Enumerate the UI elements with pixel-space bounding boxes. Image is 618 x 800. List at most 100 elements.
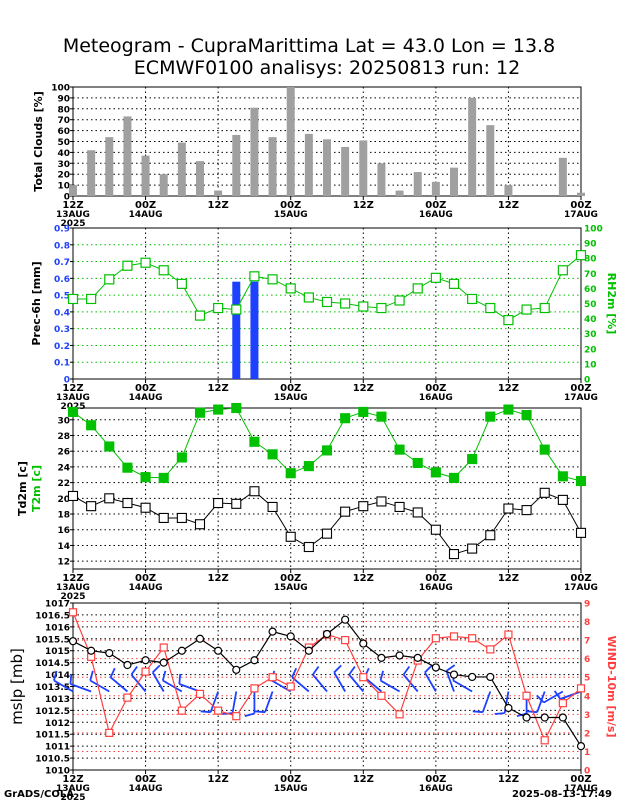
- y-tick-label: 16: [57, 526, 70, 536]
- rh-marker: [67, 293, 79, 305]
- wind-barb: [481, 691, 492, 713]
- x-year-label: 2025: [60, 793, 85, 800]
- rh-marker: [176, 278, 187, 289]
- x-tick-label: 00Z: [570, 383, 591, 394]
- rh-marker: [249, 271, 260, 282]
- wind-barb: [445, 670, 455, 692]
- x-date-label: 17AUG: [564, 784, 598, 794]
- x-tick-label: 12Z: [62, 573, 83, 584]
- wind-barb: [151, 671, 165, 692]
- wind-barb-flag: [379, 670, 384, 681]
- rh-marker: [430, 272, 441, 283]
- x-tick-label: 12Z: [62, 383, 83, 394]
- wind-barb-flag: [445, 664, 456, 672]
- td2m-marker: [176, 512, 187, 524]
- td2m-marker: [140, 502, 151, 513]
- mslp-line: [72, 618, 582, 747]
- cloud-bar: [486, 125, 495, 196]
- wind-barb: [53, 679, 74, 693]
- t2m-marker: [285, 468, 296, 479]
- y2-tick-label: 10: [584, 360, 597, 370]
- wind-barb: [543, 690, 564, 704]
- x-tick-label: 12Z: [62, 200, 83, 211]
- rh-marker: [231, 304, 242, 315]
- cloud-bar: [87, 150, 96, 196]
- td2m-marker: [521, 505, 532, 516]
- t2m-marker: [86, 420, 97, 431]
- wind-barb-flag: [130, 665, 138, 676]
- mslp-marker: [377, 653, 386, 662]
- cloud-bar: [286, 87, 295, 196]
- rh-marker: [285, 283, 296, 294]
- x-tick-label: 00Z: [135, 573, 156, 584]
- wind-barb-flag: [348, 665, 356, 676]
- y2-tick-label: 80: [584, 255, 597, 265]
- x-tick-label: 12Z: [498, 573, 519, 584]
- x-tick-label: 12Z: [498, 200, 519, 211]
- cloud-bar: [159, 174, 168, 196]
- y2-tick-label: 90: [584, 240, 597, 250]
- y-tick-label: 26: [57, 448, 70, 458]
- t2m-marker: [539, 444, 550, 455]
- td2m-marker: [321, 528, 333, 539]
- rh-marker: [158, 265, 169, 276]
- cloud-bar: [141, 155, 150, 196]
- wind-barb-flag: [178, 673, 182, 685]
- y-tick-label: 70: [57, 116, 70, 126]
- y2-tick-label: 4: [584, 692, 590, 702]
- y-tick-label: 1011: [45, 743, 70, 753]
- x-tick-label: 00Z: [135, 200, 156, 211]
- y-tick-label: 1013.5: [35, 683, 70, 693]
- y-tick-label: 0: [64, 193, 70, 203]
- y-tick-label: 1012: [45, 719, 70, 729]
- y-axis-label: Td2m [c]: [16, 461, 29, 516]
- wind-marker: [177, 706, 186, 715]
- x-date-label: 15AUG: [274, 393, 308, 403]
- y-tick-label: 0.4: [54, 308, 70, 318]
- y2-tick-label: 100: [584, 225, 603, 235]
- wind-marker: [522, 691, 531, 700]
- wind-barb-flag: [312, 665, 320, 676]
- td2m-marker: [358, 501, 369, 512]
- cloud-bar: [214, 190, 223, 196]
- wind-barb-flag: [152, 664, 161, 674]
- td2m-marker: [503, 503, 514, 514]
- y-tick-label: 0.9: [54, 225, 70, 235]
- y-axis-label: mslp [mb]: [8, 648, 26, 725]
- series-line-0: [72, 407, 582, 482]
- x-tick-label: 12Z: [498, 383, 519, 394]
- mslp-marker: [540, 713, 549, 722]
- td2m-marker: [285, 531, 296, 542]
- mslp-marker: [449, 670, 459, 679]
- wind-marker: [449, 632, 459, 641]
- x-date-label: 16AUG: [419, 393, 453, 403]
- y-tick-label: 0.1: [54, 359, 70, 369]
- y-tick-label: 80: [57, 105, 70, 115]
- x-tick-label: 00Z: [425, 383, 446, 394]
- y-tick-label: 1016: [45, 623, 70, 633]
- x-date-label: 16AUG: [419, 210, 453, 220]
- mslp-marker: [250, 656, 259, 665]
- td2m-marker: [467, 543, 478, 554]
- x-tick-label: 12Z: [353, 774, 374, 785]
- mslp-marker: [159, 658, 168, 667]
- rh-marker: [140, 257, 151, 268]
- y-tick-label: 14: [57, 542, 70, 552]
- t2m-marker: [67, 406, 79, 417]
- td2m-marker: [231, 498, 242, 509]
- y-tick-label: 20: [57, 495, 70, 505]
- y2-tick-label: 3: [584, 711, 590, 721]
- cloud-bar: [177, 142, 186, 196]
- td2m-marker: [394, 501, 405, 513]
- t2m-marker: [194, 407, 206, 418]
- td2m-marker: [67, 490, 79, 502]
- cloud-bar: [323, 139, 331, 196]
- x-date-label: 14AUG: [129, 210, 163, 220]
- td2m-marker: [376, 496, 387, 507]
- mslp-marker: [87, 646, 96, 655]
- wind-barb-flag: [291, 667, 298, 678]
- mslp-marker: [504, 703, 513, 713]
- wind-barb-flag: [402, 665, 411, 676]
- y2-axis-label: RH2m [%]: [605, 273, 618, 335]
